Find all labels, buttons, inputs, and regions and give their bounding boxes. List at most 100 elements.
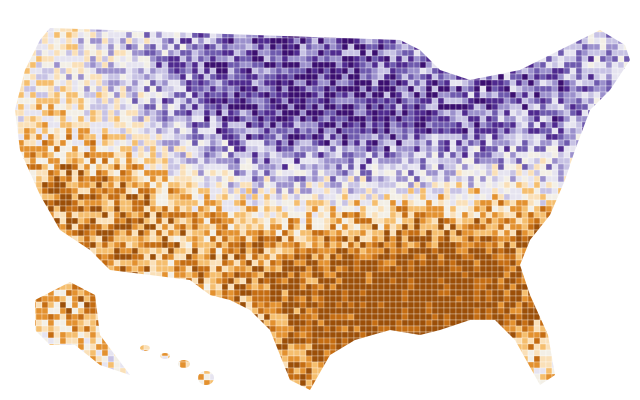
county	[605, 97, 613, 105]
county	[539, 43, 547, 51]
county	[233, 43, 241, 51]
county	[167, 259, 175, 267]
county	[401, 157, 409, 165]
county	[131, 139, 139, 147]
county	[185, 235, 193, 243]
county	[95, 91, 103, 99]
county	[527, 289, 535, 297]
county	[389, 157, 397, 165]
county	[137, 49, 145, 57]
county	[521, 109, 529, 117]
county	[593, 175, 601, 183]
county	[119, 145, 127, 153]
county	[6, 68, 12, 74]
county	[432, 20, 438, 26]
county	[486, 20, 492, 26]
county	[233, 121, 241, 129]
county	[215, 121, 223, 129]
county	[83, 49, 91, 57]
county	[551, 97, 559, 105]
county	[185, 133, 193, 141]
county	[77, 133, 85, 141]
county	[575, 175, 583, 183]
county	[173, 157, 181, 165]
county	[401, 163, 409, 171]
county	[557, 271, 565, 279]
county	[107, 139, 115, 147]
county	[497, 43, 505, 51]
county	[71, 49, 79, 57]
county	[581, 127, 589, 135]
county	[125, 187, 133, 195]
county	[353, 49, 361, 57]
county	[65, 43, 73, 51]
county	[455, 61, 463, 69]
county	[395, 259, 403, 267]
county	[47, 259, 55, 267]
county	[29, 235, 37, 243]
county	[431, 289, 439, 297]
county	[23, 163, 31, 171]
county	[419, 133, 427, 141]
county	[227, 133, 235, 141]
county	[95, 187, 103, 195]
county	[35, 31, 43, 39]
county	[347, 295, 355, 303]
county	[551, 67, 559, 75]
county	[419, 28, 427, 33]
county	[185, 49, 193, 57]
county	[269, 55, 277, 63]
county	[347, 37, 355, 45]
county	[173, 193, 181, 201]
county	[545, 97, 553, 105]
county	[323, 211, 331, 219]
county	[101, 37, 109, 45]
county	[437, 181, 445, 189]
county	[371, 253, 379, 261]
county	[65, 157, 73, 165]
county	[473, 73, 481, 81]
county	[521, 49, 529, 57]
county	[65, 31, 73, 39]
county	[209, 97, 217, 105]
county	[299, 127, 307, 135]
county	[485, 277, 493, 285]
county	[233, 211, 241, 219]
county	[389, 61, 397, 69]
county	[503, 259, 511, 267]
county	[233, 37, 241, 45]
county	[563, 217, 571, 225]
county	[389, 151, 397, 159]
county	[461, 49, 469, 57]
county	[515, 181, 523, 189]
county	[185, 247, 193, 255]
county	[215, 211, 223, 219]
county	[443, 109, 451, 117]
county	[407, 211, 415, 219]
county	[545, 151, 553, 159]
county	[269, 259, 277, 267]
county	[89, 139, 97, 147]
county	[269, 115, 277, 123]
county	[23, 283, 31, 291]
county	[593, 223, 601, 231]
county	[0, 260, 6, 266]
county	[125, 157, 133, 165]
county	[617, 97, 625, 105]
county	[287, 127, 295, 135]
county	[479, 223, 487, 231]
county	[137, 115, 145, 123]
county	[89, 109, 97, 117]
county	[125, 235, 133, 243]
county	[557, 289, 565, 297]
county	[29, 271, 37, 279]
county	[263, 31, 271, 39]
county	[473, 43, 481, 51]
county	[587, 121, 595, 129]
county	[449, 205, 457, 213]
county	[575, 43, 583, 51]
county	[323, 73, 331, 81]
county	[23, 97, 31, 105]
county	[131, 283, 139, 291]
county	[119, 241, 127, 249]
